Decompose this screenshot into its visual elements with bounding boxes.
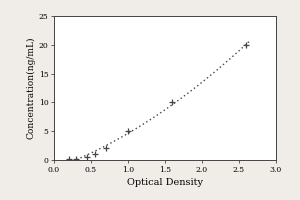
X-axis label: Optical Density: Optical Density	[127, 178, 203, 187]
Y-axis label: Concentration(ng/mL): Concentration(ng/mL)	[27, 37, 36, 139]
